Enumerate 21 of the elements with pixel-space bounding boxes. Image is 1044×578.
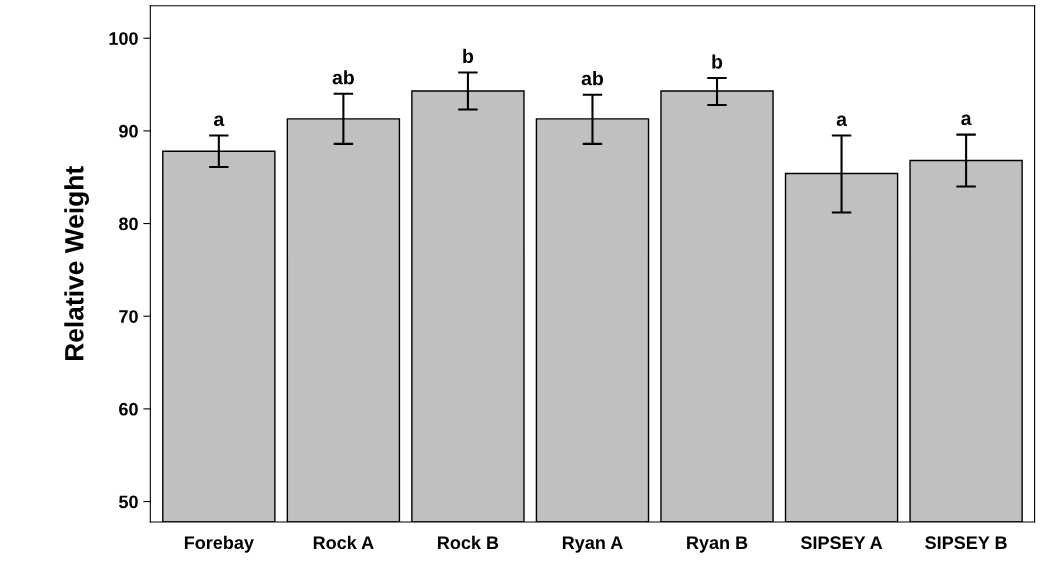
y-tick-label: 50 bbox=[119, 495, 138, 509]
x-tick-label: SIPSEY A bbox=[800, 536, 883, 550]
x-tick-label: SIPSEY B bbox=[925, 536, 1007, 550]
x-tick-label: Rock A bbox=[313, 535, 374, 550]
annotation: ab bbox=[332, 70, 354, 85]
annotation: b bbox=[712, 54, 723, 69]
annotation: b bbox=[463, 48, 474, 64]
annotation: ab bbox=[581, 71, 604, 86]
y-tick-label: 90 bbox=[119, 124, 138, 138]
x-tick-label: Rock B bbox=[438, 535, 499, 550]
x-tick-label: Ryan A bbox=[562, 536, 623, 553]
y-tick-label: 100 bbox=[109, 32, 138, 45]
x-tick-label: Forebay bbox=[184, 535, 254, 553]
annotation: a bbox=[836, 115, 848, 127]
x-tick-label: Ryan B bbox=[687, 536, 748, 553]
annotation: a bbox=[214, 115, 225, 127]
y-axis-title: Relative Weight bbox=[64, 166, 89, 361]
y-tick-label: 70 bbox=[119, 310, 138, 323]
y-tick-label: 60 bbox=[119, 402, 138, 416]
annotation: a bbox=[961, 114, 972, 126]
y-tick-label: 80 bbox=[119, 217, 138, 231]
